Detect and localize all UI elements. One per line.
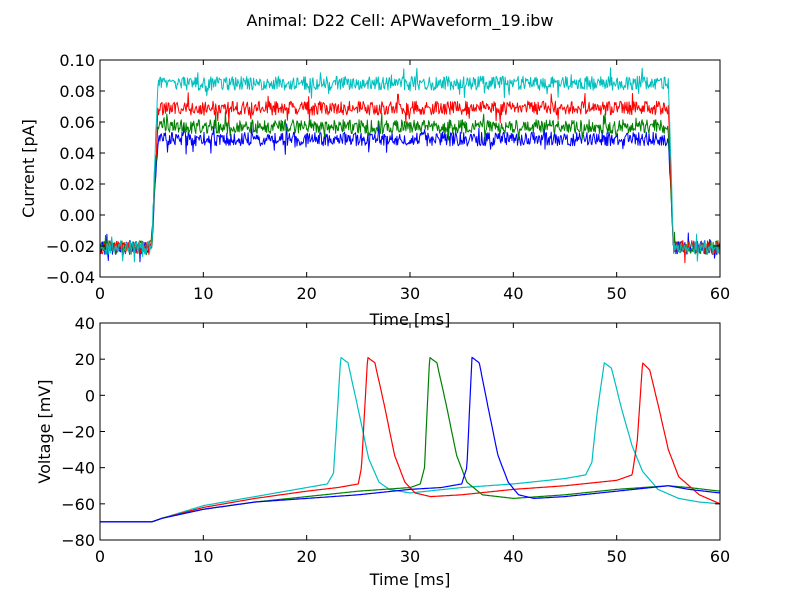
current-y-axis-label: Current [pA] xyxy=(19,119,38,218)
voltage-y-tick-label: −40 xyxy=(61,459,95,478)
current-tick-layer: 0 10 20 30 40 50 60 −0.04 −0.02 0.00 0.02 0.04 0.06 0… xyxy=(46,51,730,303)
voltage-x-tick-label: 20 xyxy=(296,547,316,566)
voltage-x-axis-label: Time [ms] xyxy=(369,570,451,589)
voltage-x-tick-label: 40 xyxy=(503,547,523,566)
current-plot: 0 10 20 30 40 50 60 −0.04 −0.02 0.00 0.02 0.04 0.06 0… xyxy=(19,51,730,329)
current-x-tick-label: 10 xyxy=(193,284,213,303)
voltage-y-axis-label: Voltage [mV] xyxy=(35,379,54,483)
current-y-tick-label: −0.02 xyxy=(46,237,95,256)
current-x-tick-label: 40 xyxy=(503,284,523,303)
voltage-y-tick-label: 40 xyxy=(75,314,95,333)
current-trace-1 xyxy=(100,123,720,263)
voltage-y-tick-label: −60 xyxy=(61,495,95,514)
voltage-y-tick-label: −80 xyxy=(61,531,95,550)
current-x-tick-label: 20 xyxy=(296,284,316,303)
current-y-tick-label: 0.02 xyxy=(59,175,95,194)
voltage-x-tick-label: 50 xyxy=(606,547,626,566)
figure-title: Animal: D22 Cell: APWaveform_19.ibw xyxy=(247,11,554,31)
current-x-tick-label: 60 xyxy=(710,284,730,303)
voltage-trace-1 xyxy=(100,357,720,523)
voltage-y-tick-label: 0 xyxy=(85,386,95,405)
current-trace-2 xyxy=(100,111,720,256)
current-x-axis-label: Time [ms] xyxy=(369,310,451,329)
current-series-layer xyxy=(100,67,720,264)
current-y-tick-label: 0.10 xyxy=(59,51,95,70)
voltage-trace-4 xyxy=(100,356,720,523)
current-y-tick-label: 0.04 xyxy=(59,144,95,163)
current-x-tick-label: 0 xyxy=(95,284,105,303)
current-y-tick-label: 0.06 xyxy=(59,113,95,132)
current-x-tick-label: 30 xyxy=(400,284,420,303)
voltage-series-layer xyxy=(100,356,720,523)
current-trace-4 xyxy=(100,67,720,263)
current-trace-3 xyxy=(100,92,720,264)
current-y-tick-label: 0.08 xyxy=(59,82,95,101)
voltage-x-tick-label: 60 xyxy=(710,547,730,566)
current-x-tick-label: 50 xyxy=(606,284,626,303)
voltage-plot: 0 10 20 30 40 50 60 −80 −60 −40 −20 0 20 40 Time [ms]… xyxy=(35,314,730,589)
voltage-y-tick-label: 20 xyxy=(75,350,95,369)
voltage-x-tick-label: 10 xyxy=(193,547,213,566)
voltage-x-tick-label: 0 xyxy=(95,547,105,566)
current-y-tick-label: −0.04 xyxy=(46,268,95,287)
voltage-x-tick-label: 30 xyxy=(400,547,420,566)
voltage-y-tick-label: −20 xyxy=(61,423,95,442)
voltage-tick-layer: 0 10 20 30 40 50 60 −80 −60 −40 −20 0 20 40 xyxy=(61,314,730,566)
current-y-tick-label: 0.00 xyxy=(59,206,95,225)
